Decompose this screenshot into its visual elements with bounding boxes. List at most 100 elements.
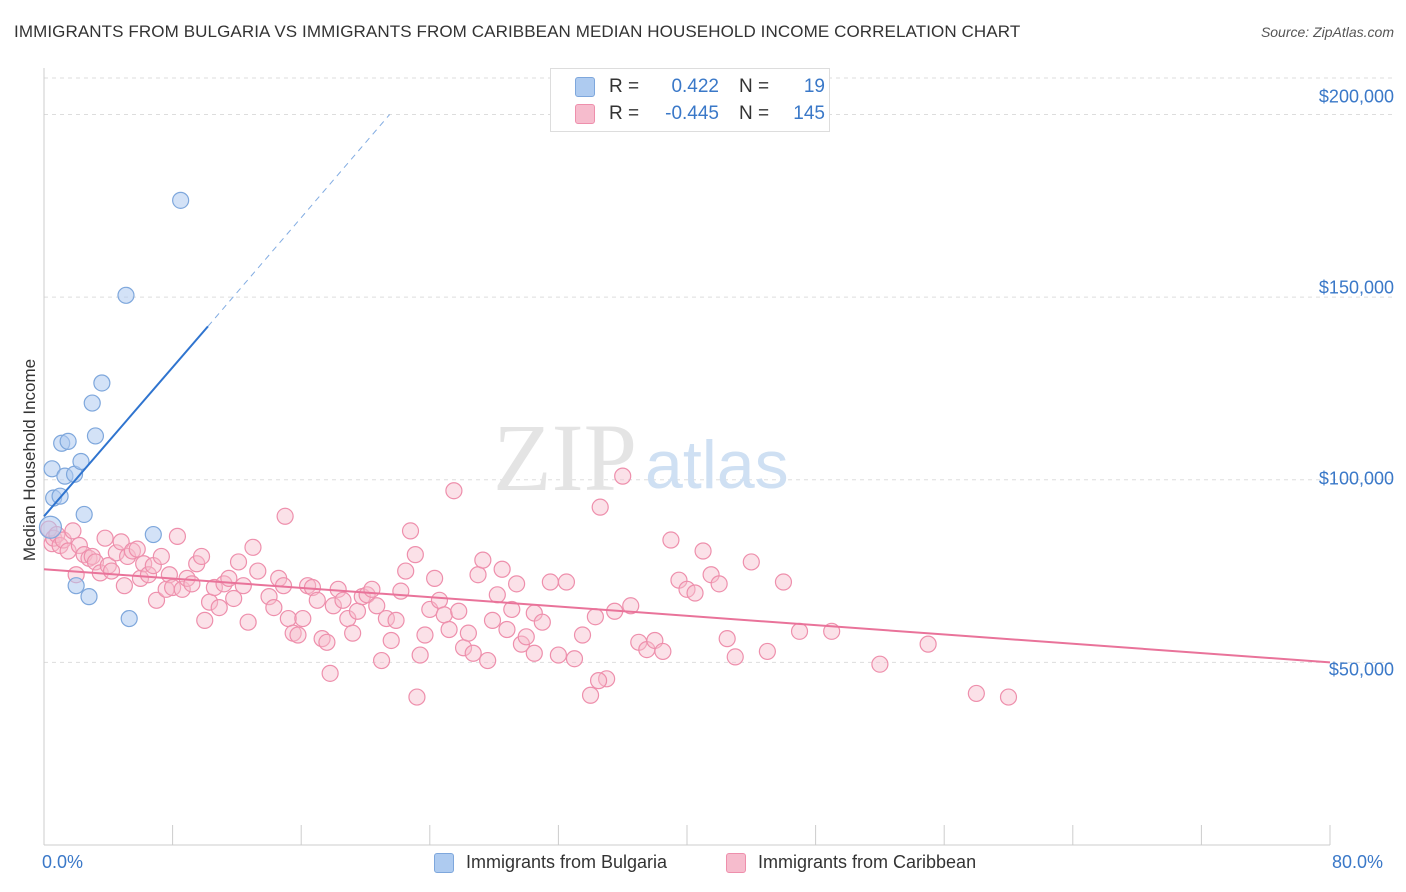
series-swatch-caribbean bbox=[726, 852, 746, 873]
caribbean-point bbox=[70, 536, 88, 555]
bulgaria-point bbox=[72, 452, 90, 471]
caribbean-point bbox=[479, 651, 497, 670]
bulgaria-points bbox=[38, 191, 190, 628]
x-tick-label-min: 0.0% bbox=[42, 852, 84, 872]
bulgaria-point bbox=[86, 427, 105, 445]
legend-n-value: 19 bbox=[803, 76, 825, 97]
caribbean-point bbox=[774, 573, 793, 591]
caribbean-point bbox=[967, 684, 985, 703]
caribbean-point bbox=[483, 611, 502, 629]
caribbean-point bbox=[591, 498, 609, 516]
bulgaria-point bbox=[117, 286, 135, 304]
caribbean-point bbox=[445, 482, 463, 500]
caribbean-point bbox=[586, 608, 604, 626]
bulgaria-point bbox=[80, 588, 98, 606]
caribbean-point bbox=[541, 573, 559, 591]
series-label-caribbean: Immigrants from Caribbean bbox=[758, 852, 977, 872]
caribbean-point bbox=[229, 553, 248, 571]
caribbean-point bbox=[131, 569, 150, 587]
caribbean-point bbox=[503, 600, 521, 619]
bulgaria-point bbox=[75, 505, 93, 524]
caribbean-point bbox=[464, 644, 482, 662]
caribbean-point bbox=[686, 584, 704, 602]
caribbean-point bbox=[260, 588, 278, 606]
caribbean-point bbox=[999, 688, 1018, 706]
caribbean-point bbox=[265, 598, 283, 617]
series-swatch-bulgaria bbox=[434, 852, 454, 873]
caribbean-point bbox=[459, 624, 477, 642]
legend-r-value: -0.445 bbox=[665, 103, 719, 124]
bulgaria-point bbox=[43, 460, 61, 478]
caribbean-point bbox=[368, 597, 386, 615]
caribbean-point bbox=[790, 622, 809, 640]
caribbean-point bbox=[440, 620, 458, 639]
caribbean-point bbox=[147, 591, 166, 609]
caribbean-point bbox=[244, 538, 262, 556]
caribbean-point bbox=[115, 577, 133, 595]
legend-r-value: 0.422 bbox=[671, 76, 719, 97]
caribbean-point bbox=[289, 626, 307, 644]
caribbean-point bbox=[168, 527, 187, 545]
caribbean-point bbox=[318, 633, 336, 651]
legend-n-label: N = bbox=[739, 103, 770, 124]
caribbean-point bbox=[871, 655, 889, 673]
caribbean-point bbox=[183, 575, 201, 593]
legend-n-value: 145 bbox=[793, 103, 825, 124]
watermark-atlas: atlas bbox=[645, 427, 789, 503]
caribbean-point bbox=[348, 602, 367, 620]
legend-row-bulgaria: R = 0.422 N = 19 bbox=[575, 75, 825, 99]
caribbean-point bbox=[234, 577, 252, 595]
caribbean-point bbox=[239, 613, 257, 631]
y-tick-label-150000: $150,000 bbox=[1318, 277, 1394, 298]
source-label: Source: ZipAtlas.com bbox=[1260, 24, 1394, 40]
caribbean-trend-line bbox=[43, 568, 1331, 664]
caribbean-point bbox=[742, 553, 760, 571]
y-tick-label-100000: $100,000 bbox=[1318, 468, 1394, 489]
bulgaria-point bbox=[93, 374, 111, 392]
caribbean-point bbox=[308, 591, 326, 609]
watermark: ZIP atlas bbox=[493, 404, 789, 511]
caribbean-point bbox=[416, 626, 434, 644]
caribbean-point bbox=[694, 542, 712, 560]
caribbean-point bbox=[758, 642, 776, 661]
caribbean-point bbox=[678, 580, 696, 598]
watermark-zip: ZIP bbox=[493, 404, 637, 511]
legend-swatch-bulgaria bbox=[575, 77, 595, 97]
caribbean-point bbox=[498, 620, 516, 639]
caribbean-point bbox=[59, 542, 77, 560]
caribbean-point bbox=[205, 578, 223, 597]
caribbean-point bbox=[276, 507, 294, 525]
legend-swatch-caribbean bbox=[575, 104, 595, 124]
bulgaria-trend-line bbox=[43, 325, 209, 517]
caribbean-point bbox=[430, 591, 449, 609]
y-axis-label: Median Household Income bbox=[20, 358, 39, 562]
caribbean-point bbox=[573, 626, 592, 644]
caribbean-point bbox=[86, 553, 105, 571]
caribbean-point bbox=[435, 606, 453, 624]
caribbean-point bbox=[192, 547, 211, 566]
caribbean-point bbox=[401, 522, 420, 540]
caribbean-point bbox=[622, 597, 640, 615]
caribbean-point bbox=[152, 547, 170, 566]
caribbean-point bbox=[249, 562, 267, 580]
caribbean-point bbox=[139, 566, 158, 584]
caribbean-point bbox=[210, 598, 228, 617]
caribbean-point bbox=[324, 597, 342, 615]
bulgaria-point bbox=[59, 432, 77, 451]
caribbean-point bbox=[128, 540, 146, 558]
caribbean-point bbox=[397, 562, 415, 580]
legend-row-caribbean: R = -0.445 N = 145 bbox=[575, 102, 825, 126]
caribbean-point bbox=[279, 609, 297, 628]
caribbean-point bbox=[406, 546, 424, 564]
caribbean-point bbox=[919, 635, 937, 653]
series-legend-bulgaria: Immigrants from Bulgaria bbox=[434, 852, 667, 873]
caribbean-point bbox=[710, 575, 728, 593]
caribbean-point bbox=[565, 650, 584, 668]
caribbean-point bbox=[387, 611, 405, 629]
caribbean-point bbox=[382, 631, 400, 650]
caribbean-point bbox=[83, 547, 101, 566]
caribbean-point bbox=[589, 672, 608, 690]
bulgaria-point bbox=[38, 515, 63, 539]
trend-lines bbox=[43, 114, 1331, 664]
caribbean-point bbox=[321, 664, 339, 682]
